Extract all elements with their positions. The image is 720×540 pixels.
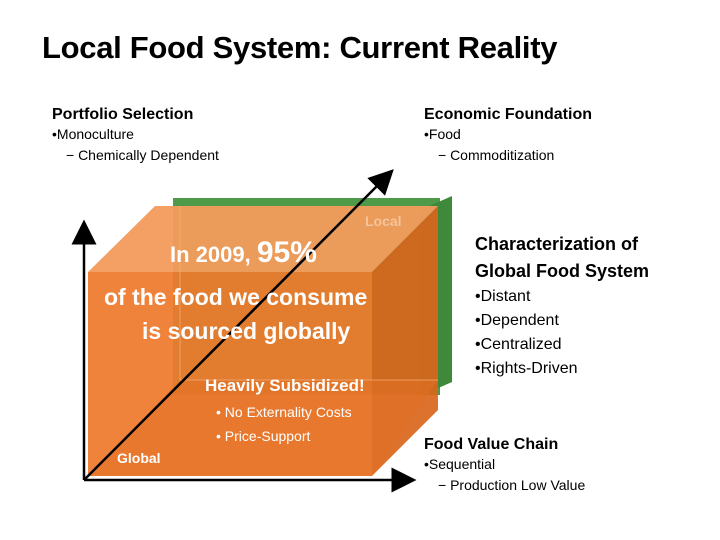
portfolio-heading: Portfolio Selection xyxy=(52,106,194,123)
local-label: Local xyxy=(365,213,402,229)
stat-percent: 95% xyxy=(256,236,317,269)
stat-line-year: In 2009, 95% xyxy=(170,236,317,270)
characterization-panel: Characterization of Global Food System •… xyxy=(475,231,649,381)
subsidy-item: • Price-Support xyxy=(216,428,311,444)
portfolio-selection-label: Portfolio Selection •Monoculture − Chemi… xyxy=(52,106,219,166)
food-value-chain-label: Food Value Chain •Sequential − Productio… xyxy=(424,436,585,496)
value-chain-item: •Sequential xyxy=(424,456,496,472)
global-cube-inner-shade xyxy=(88,380,438,476)
economic-item: •Food xyxy=(424,126,461,142)
portfolio-item: •Monoculture xyxy=(52,126,134,142)
stat-line-sourced: is sourced globally xyxy=(142,318,351,344)
characterization-item: •Dependent xyxy=(475,312,559,329)
economic-foundation-label: Economic Foundation •Food − Commoditizat… xyxy=(424,106,592,166)
value-chain-subitem: − Production Low Value xyxy=(438,477,586,493)
subsidy-heading: Heavily Subsidized! xyxy=(205,376,365,395)
value-chain-heading: Food Value Chain xyxy=(424,436,559,453)
stat-prefix: In 2009, xyxy=(170,242,257,267)
characterization-item: •Centralized xyxy=(475,336,562,353)
z-axis-arrow xyxy=(83,169,394,481)
portfolio-subitem: − Chemically Dependent xyxy=(66,147,219,163)
characterization-item: •Rights-Driven xyxy=(475,360,578,377)
subsidy-item: • No Externality Costs xyxy=(216,404,352,420)
characterization-heading-line2: Global Food System xyxy=(475,261,650,281)
stat-line-consume: of the food we consume xyxy=(104,284,368,310)
global-cube-top-face xyxy=(88,206,438,272)
characterization-item: •Distant xyxy=(475,288,531,305)
global-label: Global xyxy=(117,450,161,466)
slide-title: Local Food System: Current Reality xyxy=(42,30,558,65)
economic-subitem: − Commoditization xyxy=(438,147,555,163)
characterization-heading-line1: Characterization of xyxy=(475,234,639,254)
economic-heading: Economic Foundation xyxy=(424,106,592,123)
